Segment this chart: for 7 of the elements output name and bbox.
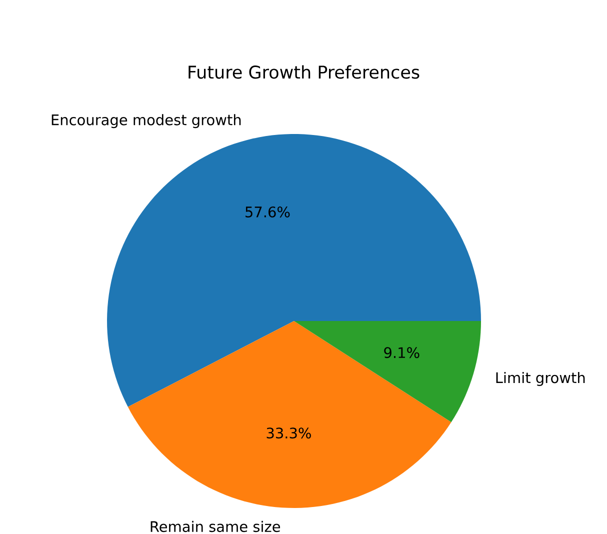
slice-label: Remain same size	[150, 520, 280, 532]
slice-label: Limit growth	[496, 372, 585, 386]
chart-title: Future Growth Preferences	[188, 65, 420, 79]
data-label: 57.6%	[246, 206, 290, 218]
slice-label: Encourage modest growth	[52, 114, 241, 128]
data-label: 9.1%	[384, 347, 420, 358]
data-label: 33.3%	[266, 428, 311, 439]
